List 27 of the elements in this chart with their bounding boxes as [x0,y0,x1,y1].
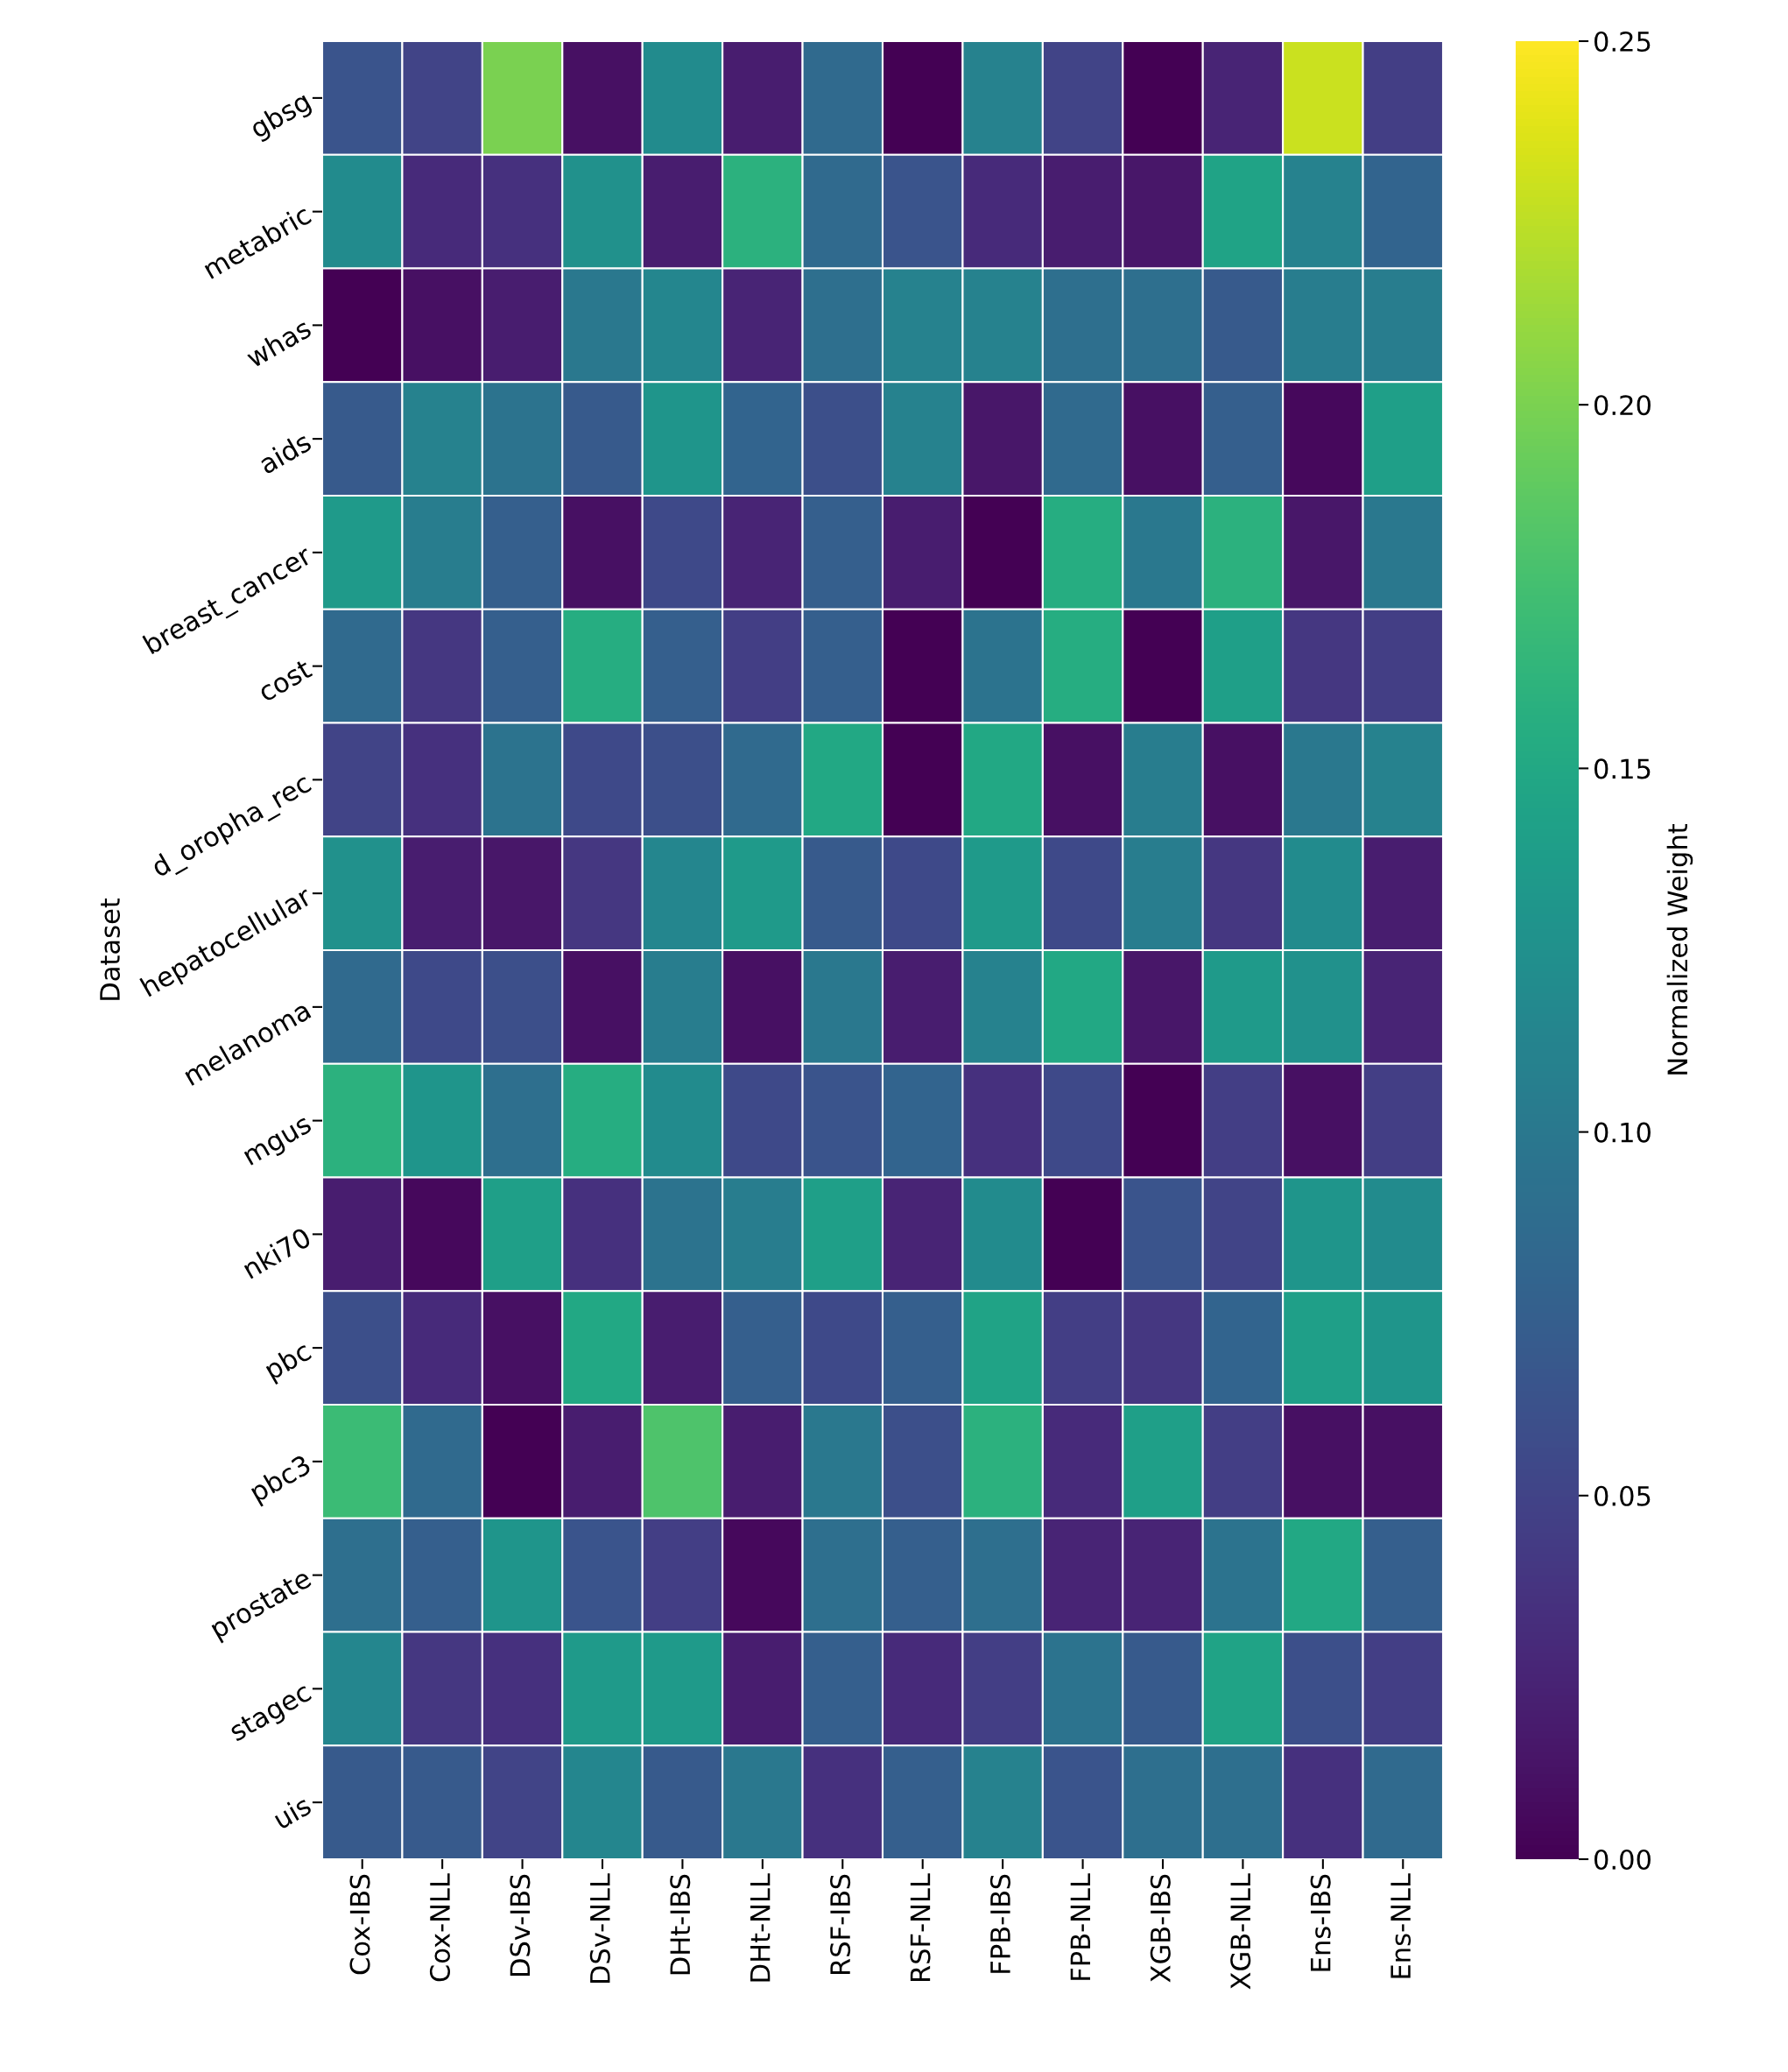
x-tick-label: DHt-NLL [750,1873,771,1982]
x-tick-label: Cox-IBS [349,1874,370,1975]
y-tick-label: pbc [263,1340,315,1385]
x-tick-label: Ens-NLL [1390,1873,1411,1978]
x-tick-label: XGB-NLL [1230,1873,1251,1990]
color-bar-label: 0.25 [1594,31,1651,53]
x-tick-label: DSv-IBS [510,1874,531,1977]
y-tick-label: aids [257,430,313,475]
color-bar-label: 0.00 [1594,1849,1651,1871]
color-bar-label: 0.15 [1594,758,1651,779]
x-tick-label: FPB-NLL [1070,1873,1090,1980]
y-axis-title: Dataset [100,898,121,1000]
x-tick-label: FPB-IBS [989,1874,1011,1973]
color-bar-title: Normalized Weight [1666,824,1693,1075]
y-tick-label: whas [243,317,313,369]
x-tick-label: Cox-NLL [429,1873,451,1982]
color-bar-label: 0.10 [1594,1122,1651,1143]
x-tick-label: Ens-IBS [1310,1874,1331,1971]
x-tick-label: DHt-IBS [670,1874,691,1975]
x-tick-label: RSF-NLL [910,1873,931,1982]
x-tick-label: RSF-IBS [830,1874,851,1975]
y-tick-label: cost [257,659,313,702]
color-bar-label: 0.20 [1594,395,1651,416]
x-tick-label: XGB-IBS [1150,1874,1171,1983]
x-tick-label: DSv-NLL [589,1873,610,1984]
y-tick-label: uis [271,1794,313,1830]
color-bar-label: 0.05 [1594,1485,1651,1506]
